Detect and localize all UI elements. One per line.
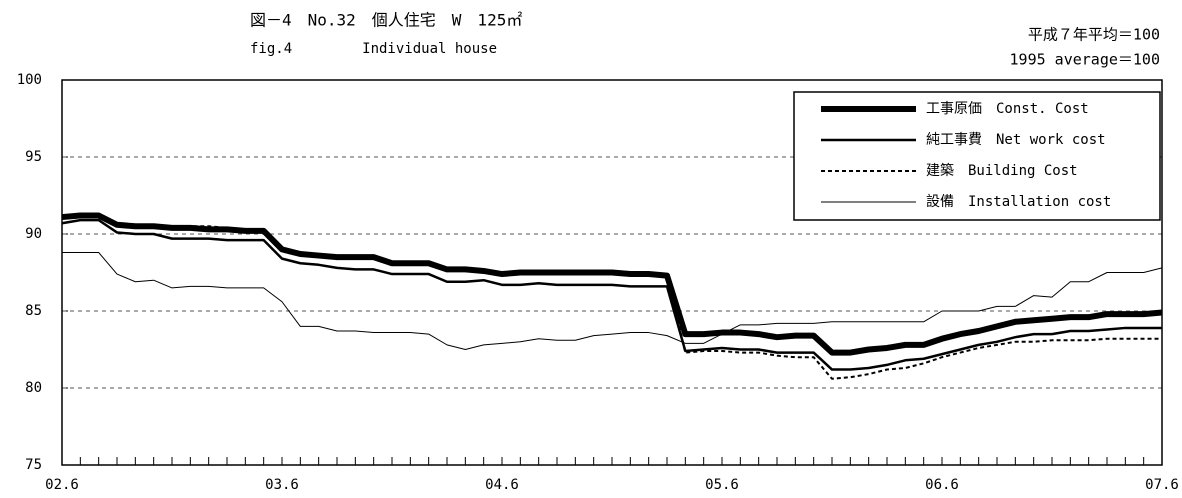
series-line	[61, 216, 1162, 380]
annotation: 平成７年平均＝100	[1028, 26, 1160, 44]
legend-label: 建築 Building Cost	[926, 163, 1078, 179]
y-tick-label: 100	[17, 72, 42, 88]
x-tick-label: 04.6	[485, 477, 519, 493]
legend-label: 純工事費 Net work cost	[926, 132, 1106, 148]
y-tick-label: 80	[25, 380, 42, 396]
x-tick-label: 02.6	[45, 477, 79, 493]
annotation: 1995 average＝100	[1010, 51, 1160, 69]
legend-label: 設備 Installation cost	[926, 194, 1111, 210]
legend-label: 工事原価 Const. Cost	[926, 101, 1089, 117]
x-tick-label: 07.6	[1145, 477, 1179, 493]
y-tick-label: 85	[25, 303, 42, 319]
x-tick-label: 06.6	[925, 477, 959, 493]
y-tick-label: 90	[25, 226, 42, 242]
legend-box	[793, 91, 1161, 221]
chart-title: 図－4 No.32 個人住宅 W 125㎡	[250, 11, 522, 30]
y-tick-label: 95	[25, 149, 42, 165]
x-tick-label: 05.6	[705, 477, 739, 493]
series-line	[62, 251, 1163, 350]
y-tick-label: 75	[25, 457, 42, 473]
chart-subtitle: fig.4 Individual house	[250, 41, 497, 57]
series-line	[61, 218, 1162, 371]
x-tick-label: 03.6	[265, 477, 299, 493]
series-line	[61, 212, 1163, 356]
